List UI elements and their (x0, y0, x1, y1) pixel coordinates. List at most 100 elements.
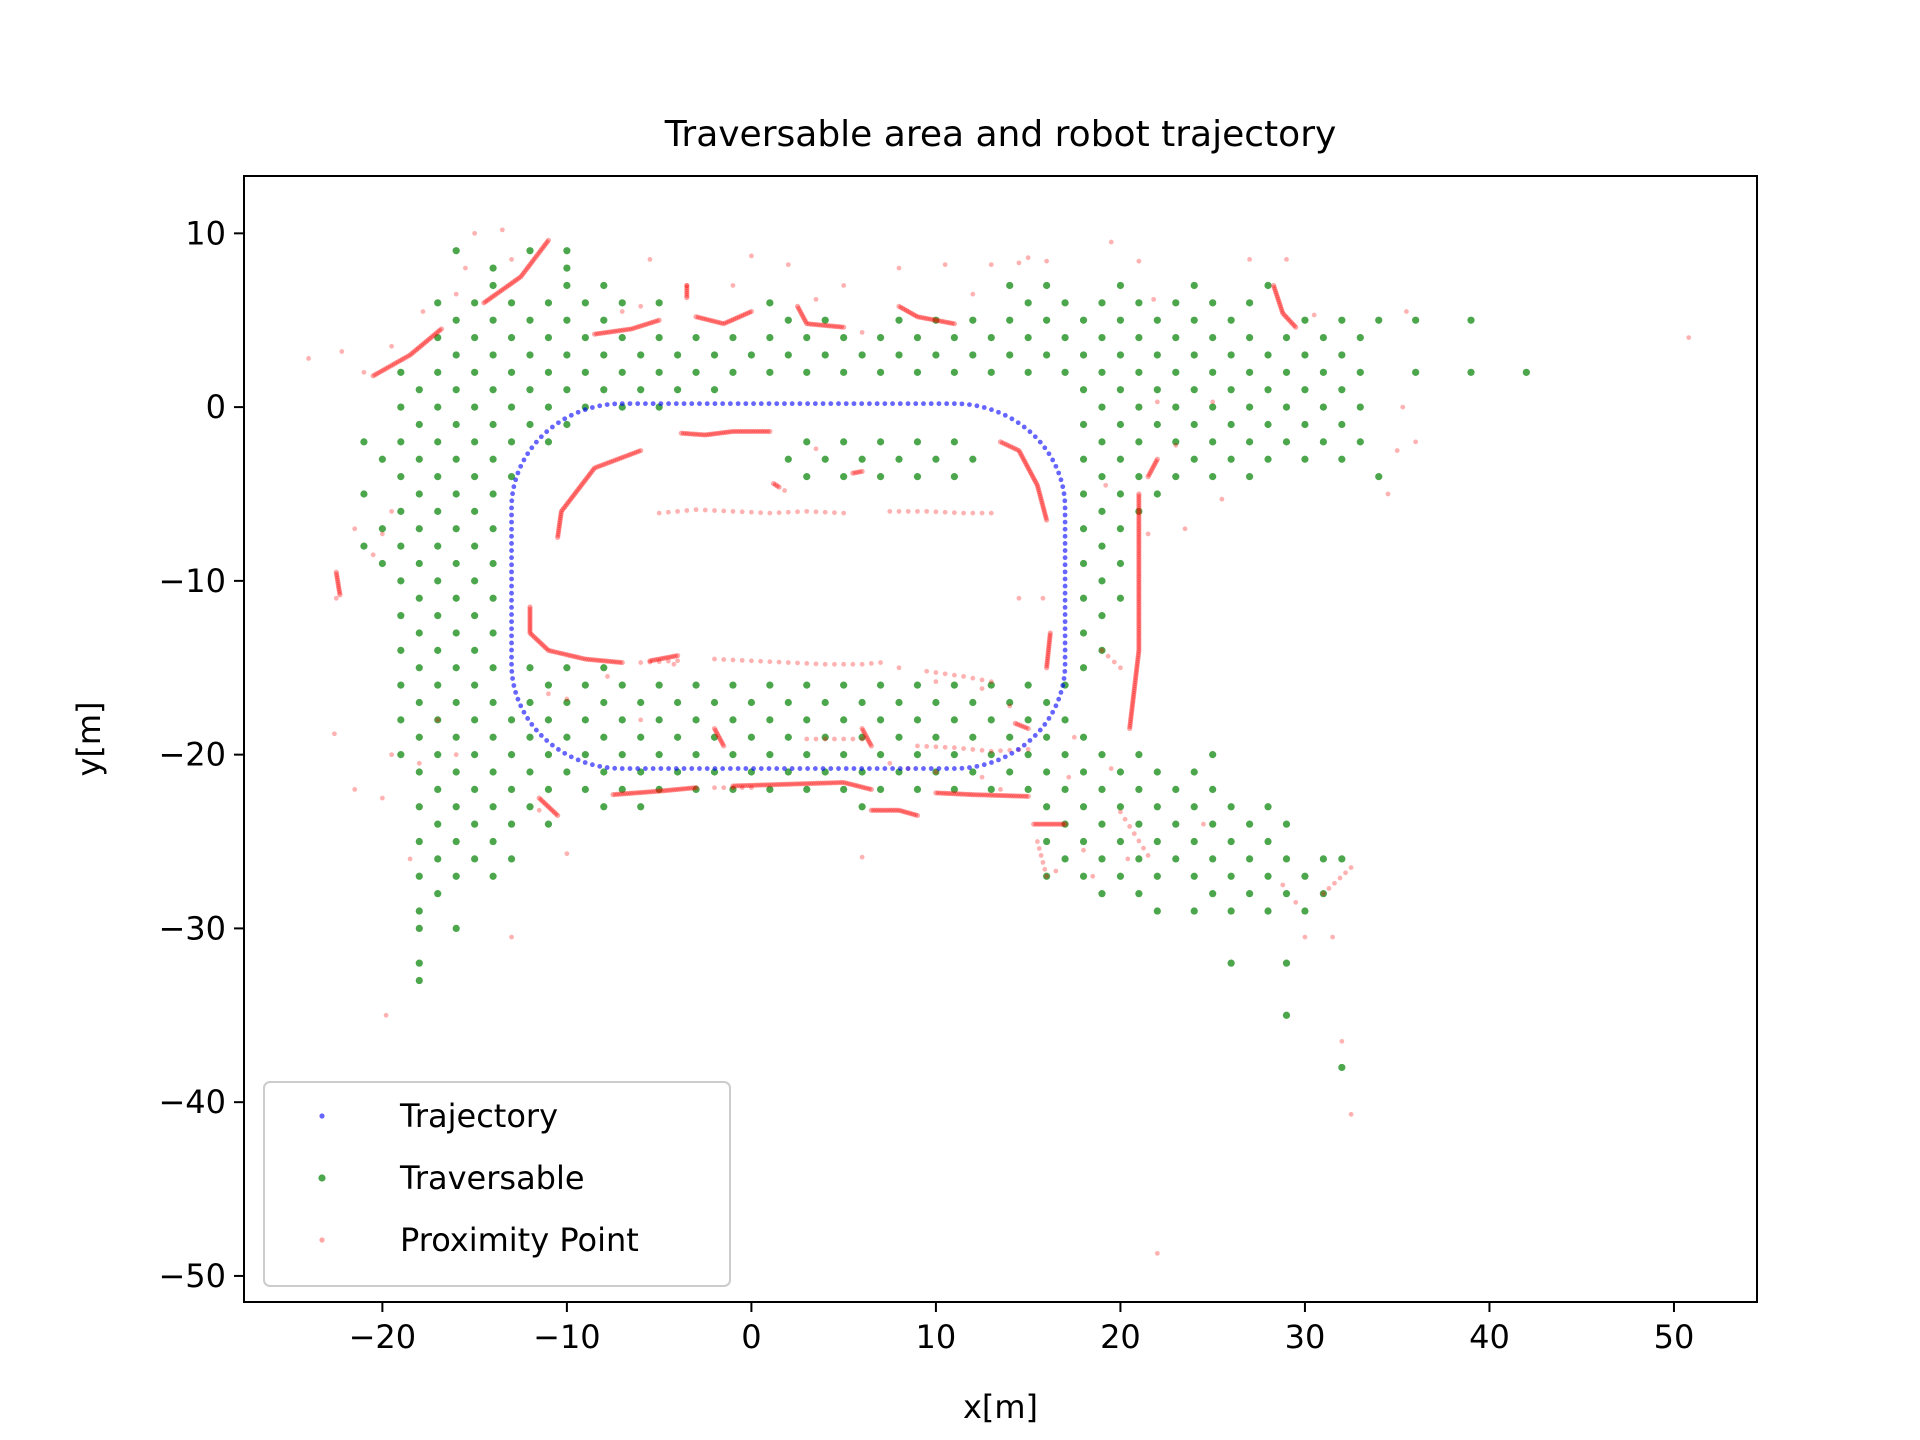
trajectory-point (1062, 633, 1068, 639)
proximity-point (794, 303, 801, 309)
trajectory-point (959, 765, 965, 771)
traversable-point (563, 386, 571, 394)
traversable-point (1301, 386, 1309, 394)
proximity-point (730, 785, 736, 791)
trajectory-point (509, 512, 514, 518)
plot-frame (243, 175, 1758, 1303)
proximity-point (739, 785, 745, 791)
proximity-point (1127, 721, 1133, 728)
proximity-point (419, 342, 425, 348)
proximity-point (1136, 576, 1142, 583)
traversable-point (452, 247, 460, 255)
traversable-point (507, 438, 516, 446)
proximity-point (425, 337, 431, 343)
proximity-point (898, 808, 904, 814)
proximity-point (435, 717, 441, 723)
proximity-point (535, 637, 541, 643)
proximity-point (740, 312, 747, 318)
traversable-point (784, 733, 792, 741)
traversable-point (471, 334, 479, 342)
trajectory-point (650, 766, 656, 771)
proximity-point (580, 655, 586, 662)
proximity-point (900, 808, 906, 815)
proximity-point (687, 431, 693, 437)
trajectory-point (509, 562, 514, 568)
proximity-point (558, 650, 565, 657)
proximity-point (665, 787, 671, 793)
proximity-point (1136, 537, 1142, 543)
trajectory-point (681, 401, 687, 407)
trajectory-point (867, 766, 872, 771)
proximity-point (730, 283, 736, 288)
traversable-point (1098, 299, 1106, 307)
proximity-point (1136, 547, 1142, 553)
proximity-point (924, 668, 930, 674)
trajectory-point (1062, 654, 1068, 660)
proximity-point (1136, 581, 1142, 587)
traversable-point (637, 386, 645, 394)
proximity-point (843, 780, 849, 786)
proximity-point (518, 274, 524, 280)
traversable-point (1319, 855, 1327, 863)
proximity-point (1023, 460, 1029, 466)
proximity-point (785, 660, 791, 665)
proximity-point (1128, 717, 1134, 723)
traversable-point (434, 473, 442, 481)
proximity-point (813, 296, 819, 302)
traversable-point (415, 872, 423, 880)
traversable-point (1153, 351, 1161, 359)
trajectory-point (509, 583, 514, 589)
traversable-point (600, 351, 608, 359)
proximity-point (961, 746, 966, 751)
trajectory-point (797, 766, 803, 771)
traversable-point (600, 768, 608, 776)
traversable-point (489, 490, 497, 498)
trajectory-point (959, 401, 965, 407)
proximity-point (723, 320, 729, 326)
proximity-point (979, 686, 985, 692)
proximity-point (845, 780, 851, 787)
proximity-point (781, 781, 787, 787)
proximity-point (1151, 462, 1157, 468)
proximity-point (1136, 566, 1142, 572)
proximity-point (1135, 658, 1141, 664)
trajectory-point (562, 750, 568, 756)
trajectory-point (843, 401, 849, 407)
proximity-point (1019, 723, 1025, 729)
proximity-point (1008, 444, 1014, 450)
proximity-point (712, 318, 718, 325)
proximity-point (535, 251, 541, 257)
proximity-point (1686, 335, 1692, 341)
proximity-point (908, 811, 914, 817)
proximity-point (841, 283, 847, 288)
proximity-point (1136, 572, 1142, 578)
trajectory-point (589, 405, 595, 410)
traversable-point (1024, 334, 1032, 342)
traversable-point (913, 716, 922, 724)
proximity-point (765, 428, 771, 435)
proximity-point (819, 322, 825, 328)
traversable-point (1043, 872, 1051, 880)
traversable-point (618, 403, 626, 411)
proximity-point (1134, 662, 1140, 668)
proximity-point (859, 736, 865, 742)
proximity-point (847, 781, 853, 787)
traversable-point (544, 403, 553, 411)
proximity-point (904, 809, 910, 816)
proximity-point (1337, 875, 1343, 881)
traversable-point (876, 785, 885, 793)
proximity-point (627, 451, 633, 458)
proximity-point (1003, 793, 1009, 799)
proximity-point (428, 334, 435, 340)
trajectory-point (513, 477, 519, 483)
proximity-point (829, 780, 836, 786)
traversable-point (1190, 316, 1198, 324)
trajectory-point (805, 401, 811, 407)
proximity-point (1025, 255, 1031, 261)
proximity-point (1042, 511, 1048, 517)
traversable-point (729, 785, 737, 793)
legend-marker (319, 1237, 325, 1243)
proximity-point (1302, 934, 1308, 940)
traversable-point (526, 351, 534, 359)
proximity-point (943, 319, 949, 325)
